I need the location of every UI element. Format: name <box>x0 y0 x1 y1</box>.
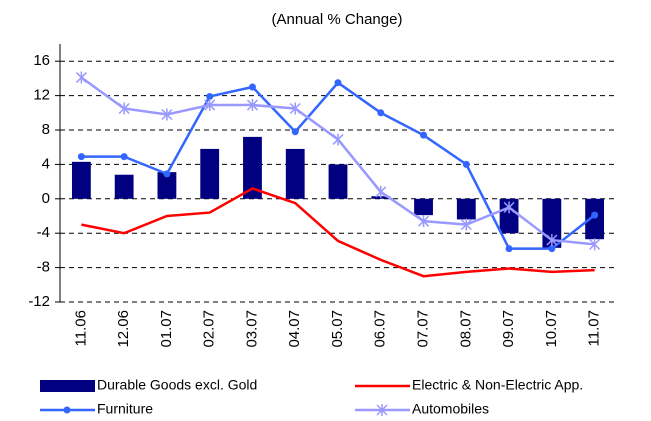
marker <box>248 83 256 91</box>
bar <box>328 164 348 199</box>
marker <box>334 79 342 87</box>
marker <box>377 109 385 117</box>
line <box>81 187 595 278</box>
bar <box>585 198 605 240</box>
marker <box>206 92 214 100</box>
legend-label: Electric & Non-Electric App. <box>412 377 583 393</box>
marker <box>163 170 171 178</box>
y-tick-label: 16 <box>33 52 50 69</box>
x-tick-label: 03.07 <box>243 310 260 348</box>
marker <box>376 404 388 416</box>
x-tick-label: 11.07 <box>586 310 603 346</box>
bar <box>71 161 91 199</box>
marker <box>63 406 71 414</box>
marker <box>589 238 601 251</box>
marker <box>420 131 428 139</box>
y-tick-label: 0 <box>42 190 50 207</box>
marker <box>118 102 130 115</box>
x-tick-label: 07.07 <box>415 310 432 348</box>
x-tick-label: 01.07 <box>158 310 175 348</box>
bar <box>200 148 220 199</box>
marker <box>548 245 556 253</box>
chart-title: (Annual % Change) <box>272 11 403 28</box>
legend-item: Durable Goods excl. Gold <box>40 377 257 393</box>
x-tick-label: 06.07 <box>372 310 389 348</box>
bar <box>114 174 134 199</box>
y-tick-label: -8 <box>37 259 50 276</box>
marker <box>77 153 85 161</box>
x-tick-label: 04.07 <box>286 310 303 348</box>
x-tick-label: 02.07 <box>201 310 218 348</box>
marker <box>418 215 430 228</box>
legend-label: Automobiles <box>412 401 489 417</box>
bar <box>499 198 519 234</box>
legend-label: Furniture <box>97 401 153 417</box>
marker <box>161 108 173 121</box>
marker <box>75 71 87 84</box>
x-tick-label: 09.07 <box>500 310 517 348</box>
x-tick-label: 08.07 <box>457 310 474 348</box>
marker <box>546 234 558 247</box>
bar <box>414 198 433 216</box>
legend-item: Furniture <box>40 401 153 417</box>
x-tick-label: 11.06 <box>72 310 89 346</box>
legend-item: Automobiles <box>355 401 489 417</box>
marker <box>375 185 387 198</box>
marker <box>204 99 216 112</box>
marker <box>120 153 128 161</box>
marker <box>505 245 513 253</box>
x-tick-label: 05.07 <box>329 310 346 348</box>
bar <box>456 198 476 220</box>
x-tick-label: 12.06 <box>115 310 132 348</box>
marker <box>503 201 515 214</box>
x-tick-label: 10.07 <box>543 310 560 348</box>
y-tick-label: 8 <box>42 121 50 138</box>
bar <box>157 172 177 199</box>
legend-label: Durable Goods excl. Gold <box>97 377 257 393</box>
marker <box>332 133 344 146</box>
marker <box>291 128 299 136</box>
marker <box>462 160 470 168</box>
legend-swatch <box>40 380 95 392</box>
marker <box>289 102 301 115</box>
legend-item: Electric & Non-Electric App. <box>355 377 583 393</box>
bar <box>285 148 305 199</box>
y-tick-label: -4 <box>37 224 50 241</box>
marker <box>460 218 472 231</box>
y-tick-label: 4 <box>42 155 50 172</box>
y-tick-label: -12 <box>28 293 50 310</box>
marker <box>246 99 258 112</box>
y-tick-label: 12 <box>33 87 50 104</box>
bar <box>243 136 262 199</box>
marker <box>591 211 599 219</box>
